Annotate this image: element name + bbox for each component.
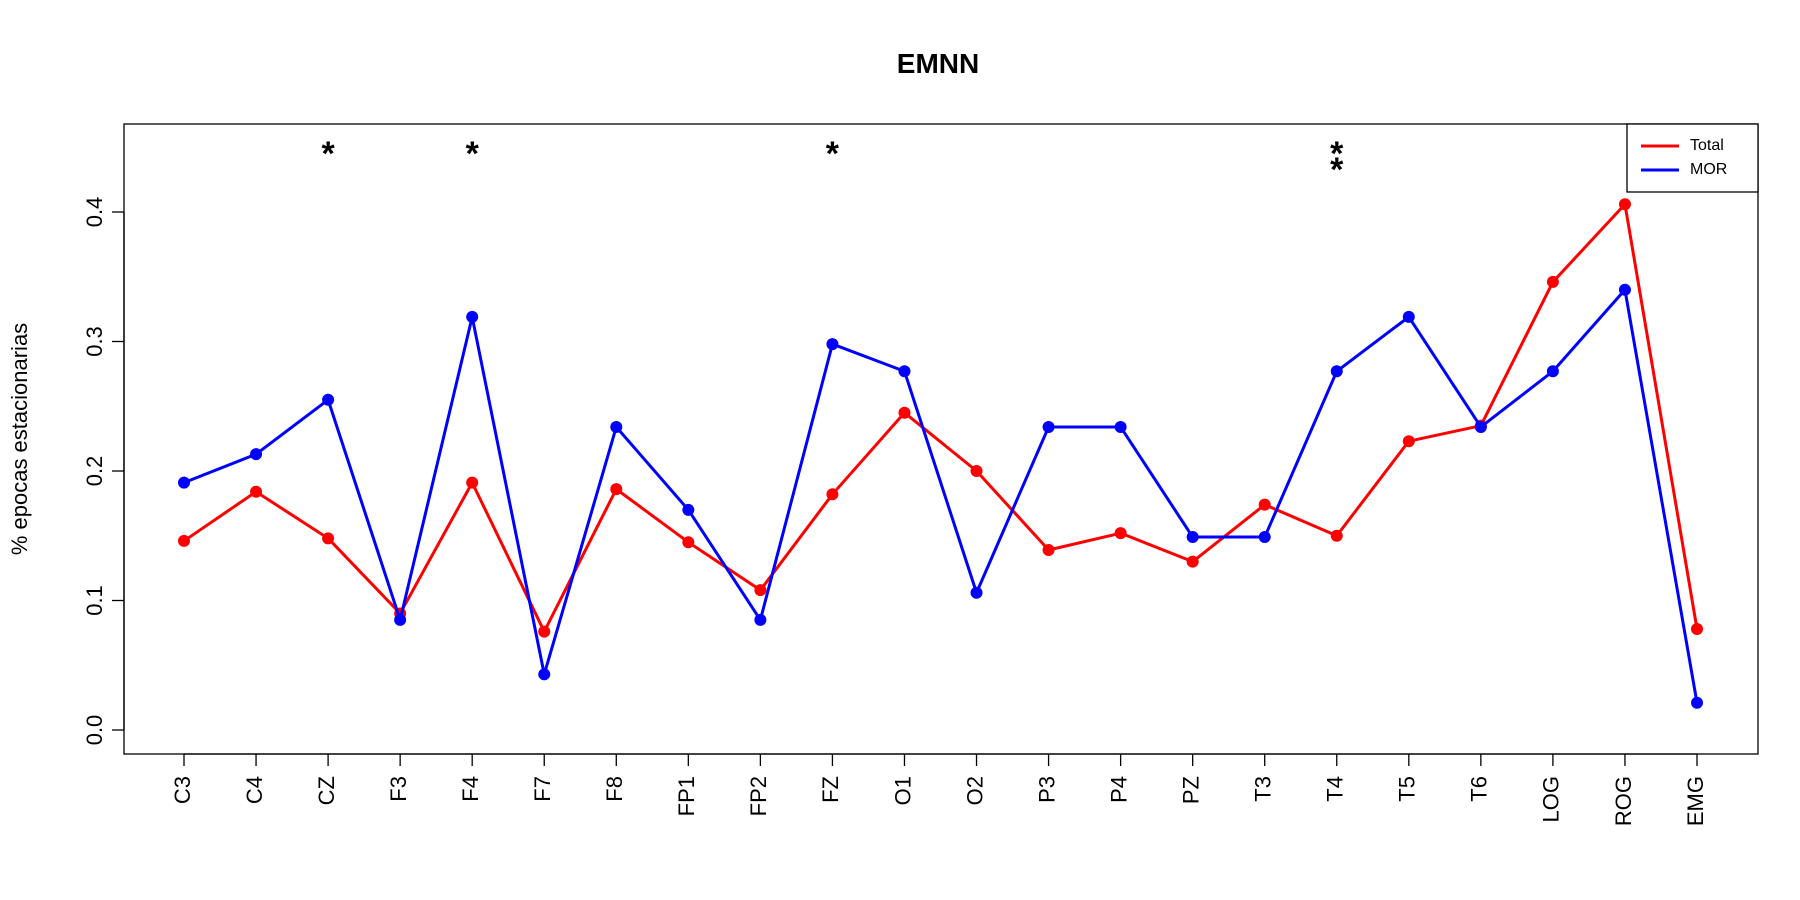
- x-tick-label: T3: [1251, 776, 1276, 802]
- data-point-total: [1258, 498, 1271, 511]
- significance-star: *: [1330, 135, 1344, 173]
- data-point-mor: [1402, 310, 1415, 323]
- x-tick-label: CZ: [314, 776, 339, 805]
- x-tick-label: P3: [1034, 776, 1059, 803]
- x-tick-label: C3: [170, 776, 195, 804]
- data-point-total: [250, 485, 263, 498]
- data-point-total: [754, 584, 767, 597]
- x-tick-label: F4: [458, 776, 483, 802]
- significance-star: *: [321, 135, 335, 173]
- data-point-total: [1186, 555, 1199, 568]
- significance-star: *: [826, 135, 840, 173]
- y-tick-label: 0.1: [82, 585, 107, 616]
- data-point-total: [178, 534, 190, 547]
- annotation-layer: * * * **: [321, 135, 1344, 189]
- series-line-total: [183, 202, 1699, 634]
- data-point-total: [538, 625, 551, 638]
- data-point-mor: [322, 393, 335, 406]
- data-point-mor: [610, 420, 623, 433]
- x-tick-label: ROG: [1611, 776, 1636, 826]
- data-point-total: [898, 406, 911, 419]
- x-tick-label: EMG: [1683, 776, 1708, 826]
- data-point-total: [1114, 527, 1127, 540]
- x-tick-label: F8: [602, 776, 627, 802]
- data-point-total: [826, 488, 839, 501]
- x-tick-label: PZ: [1178, 776, 1203, 804]
- y-tick-label: 0.3: [82, 326, 107, 357]
- x-tick-label: FP2: [746, 776, 771, 816]
- data-point-mor: [898, 365, 911, 378]
- x-tick-label: T4: [1323, 776, 1348, 802]
- x-tick-label: FZ: [818, 776, 843, 803]
- y-tick-label: 0.4: [82, 197, 107, 228]
- plot-frame: [123, 123, 1759, 755]
- series-mor: [178, 283, 1703, 709]
- y-tick-label: 0.0: [82, 715, 107, 746]
- data-point-mor: [538, 668, 551, 681]
- x-tick-label: F7: [530, 776, 555, 802]
- data-point-mor: [250, 448, 263, 461]
- data-point-mor: [970, 586, 983, 599]
- data-point-mor: [1618, 283, 1631, 296]
- y-axis-label: % epocas estacionarias: [7, 323, 32, 555]
- data-point-mor: [826, 338, 839, 351]
- y-tick-label: 0.2: [82, 456, 107, 487]
- significance-star: *: [1330, 151, 1344, 189]
- series-line-mor: [183, 288, 1699, 704]
- data-point-mor: [1186, 531, 1199, 544]
- x-tick-label: O1: [890, 776, 915, 805]
- data-point-total: [970, 465, 983, 477]
- x-tick-label: P4: [1106, 776, 1131, 803]
- x-tick-label: F3: [386, 776, 411, 802]
- data-point-total: [1042, 543, 1055, 556]
- legend-box: [1626, 123, 1759, 193]
- data-point-mor: [394, 613, 407, 626]
- data-point-mor: [1474, 420, 1487, 433]
- x-tick-label: T6: [1467, 776, 1492, 802]
- data-point-mor: [682, 503, 695, 516]
- data-point-total: [1402, 435, 1415, 448]
- data-point-total: [1330, 529, 1343, 542]
- data-point-mor: [1330, 365, 1343, 378]
- y-axis: 0.0 0.1 0.2 0.3 0.4: [82, 197, 125, 746]
- data-point-mor: [1258, 531, 1271, 544]
- x-tick-label: LOG: [1539, 776, 1564, 822]
- data-point-mor: [178, 476, 190, 489]
- data-point-total: [1691, 622, 1703, 635]
- data-point-total: [322, 532, 335, 545]
- data-point-total: [610, 483, 623, 496]
- data-point-total: [1546, 275, 1559, 288]
- x-tick-label: FP1: [674, 776, 699, 816]
- data-point-mor: [1691, 696, 1703, 709]
- legend-label: Total: [1690, 137, 1724, 154]
- data-point-mor: [754, 613, 767, 626]
- chart-title: EMNN: [897, 48, 979, 79]
- x-tick-label: O2: [962, 776, 987, 805]
- data-point-mor: [466, 310, 479, 323]
- x-axis: C3 C4 CZ F3 F4 F7 F8 FP1 FP2 FZ O1 O2 P3 P4 PZ T3 T4 T5 T6…: [170, 753, 1708, 826]
- legend: Total MOR: [1626, 123, 1759, 193]
- legend-label: MOR: [1690, 161, 1727, 178]
- x-tick-label: C4: [242, 776, 267, 804]
- data-point-total: [466, 476, 479, 489]
- x-tick-label: T5: [1395, 776, 1420, 802]
- significance-star: *: [466, 135, 480, 173]
- series-layer: [178, 198, 1703, 709]
- data-point-mor: [1042, 420, 1055, 433]
- data-point-total: [1618, 198, 1631, 211]
- data-point-total: [682, 536, 695, 549]
- data-point-mor: [1546, 365, 1559, 378]
- data-point-mor: [1114, 420, 1127, 433]
